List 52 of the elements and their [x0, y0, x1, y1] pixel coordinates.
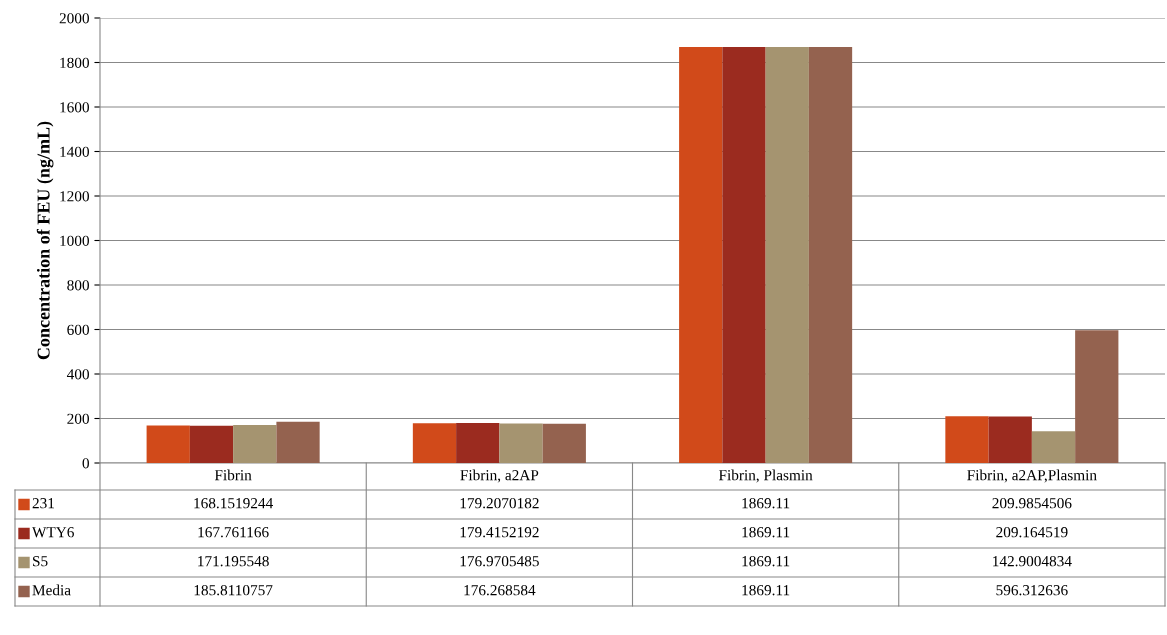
x-tick-label: Fibrin, a2AP	[460, 469, 539, 483]
data-label: 1869.11	[742, 527, 790, 538]
y-tick-label: 800	[67, 280, 89, 291]
bar	[276, 421, 320, 463]
bar	[988, 416, 1032, 463]
bar	[1031, 431, 1076, 463]
data-label: 176.9705485	[460, 556, 539, 567]
data-label: 168.1519244	[194, 498, 273, 509]
y-tick-label: 400	[66, 369, 89, 380]
y-tick-label: 1600	[60, 102, 89, 113]
data-label: 167.761166	[198, 527, 269, 538]
data-label: 209.9854506	[992, 498, 1072, 509]
y-tick-label: 0	[82, 458, 89, 469]
bar	[679, 47, 723, 463]
bar	[945, 416, 989, 463]
bar	[456, 423, 500, 463]
y-tick-label: 2000	[59, 13, 89, 24]
y-tick-label: 1800	[60, 57, 89, 68]
bar	[542, 423, 586, 463]
data-label: 1869.11	[742, 585, 790, 596]
data-label: 179.2070182	[460, 498, 539, 509]
bar	[722, 47, 766, 463]
data-label: 185.8110757	[194, 585, 273, 596]
data-label: 171.195548	[198, 556, 269, 567]
bar	[189, 425, 234, 463]
y-tick-label: 1200	[60, 191, 89, 202]
bar	[412, 423, 457, 463]
data-label: 142.9004834	[993, 556, 1072, 567]
bar	[146, 425, 190, 463]
y-axis-title: Concentration of FEU (ng/mL)	[36, 121, 54, 360]
data-label: 209.164519	[996, 527, 1068, 538]
legend-label: S5	[33, 556, 48, 567]
bar	[765, 47, 809, 463]
legend-label: Media	[32, 584, 71, 596]
data-label: 596.312636	[996, 585, 1068, 596]
y-tick-label: 600	[67, 324, 89, 335]
data-label: 1869.11	[742, 498, 790, 509]
x-tick-label: Fibrin	[214, 469, 252, 481]
bar	[808, 47, 853, 463]
x-tick-label: Fibrin, a2AP,Plasmin	[967, 469, 1097, 483]
data-label: 1869.11	[742, 556, 790, 567]
y-tick-label: 1000	[60, 235, 89, 246]
y-tick-label: 200	[67, 413, 89, 424]
bar	[1075, 330, 1119, 463]
data-label: 176.268584	[464, 585, 536, 596]
bar	[499, 423, 543, 463]
data-label: 179.4152192	[460, 527, 539, 538]
bar	[233, 424, 277, 463]
legend-label: 231	[32, 498, 54, 509]
x-tick-label: Fibrin, Plasmin	[718, 469, 813, 483]
y-tick-label: 1400	[60, 146, 89, 157]
legend-label: WTY6	[32, 527, 74, 538]
